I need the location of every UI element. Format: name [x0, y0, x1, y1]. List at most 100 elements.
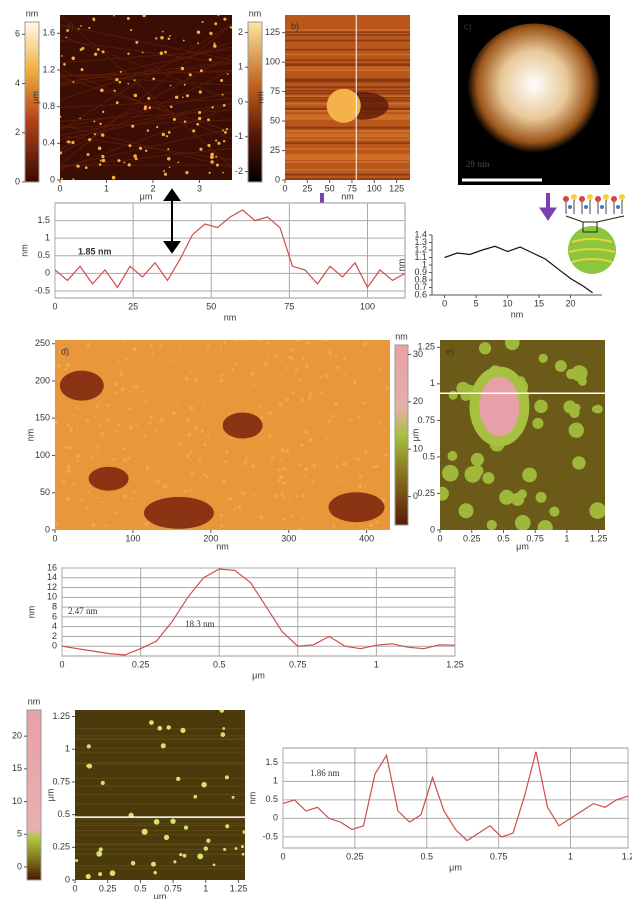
feature	[81, 499, 84, 502]
feature	[222, 172, 224, 174]
feature	[324, 338, 328, 342]
feature	[364, 450, 368, 454]
feature	[132, 386, 135, 389]
feature	[120, 407, 122, 409]
feature	[569, 423, 584, 438]
feature	[63, 63, 66, 66]
tick-label: 0.75	[164, 883, 182, 893]
feature	[148, 106, 151, 109]
feature	[349, 419, 351, 421]
tick-label: 0	[430, 524, 435, 534]
colorbar	[395, 345, 408, 525]
tick-label: 4	[15, 78, 20, 88]
feature	[261, 481, 263, 483]
tick-label: 50	[325, 183, 335, 193]
feature	[239, 515, 241, 517]
feature	[343, 357, 346, 360]
feature	[81, 68, 84, 71]
feature	[342, 462, 346, 466]
feature	[285, 449, 289, 453]
feature	[179, 345, 181, 347]
feature	[328, 348, 331, 351]
feature	[88, 138, 91, 141]
feature	[85, 419, 89, 423]
tick-label: -0.5	[34, 285, 50, 295]
feature	[300, 444, 303, 447]
feature	[304, 467, 308, 471]
feature	[87, 153, 90, 156]
feature	[163, 418, 165, 420]
tick-label: 0.5	[213, 659, 226, 669]
feature	[124, 377, 126, 379]
feature	[128, 407, 131, 410]
tick-label: 250	[35, 338, 50, 348]
feature	[55, 522, 59, 526]
feature	[251, 372, 255, 376]
feature	[76, 426, 78, 428]
domain	[60, 371, 104, 401]
feature	[539, 354, 548, 363]
plot-frame	[62, 568, 455, 656]
feature	[100, 160, 102, 162]
feature	[198, 459, 201, 462]
feature	[220, 374, 223, 377]
feature	[301, 357, 304, 360]
feature	[340, 479, 343, 482]
tick-label: 14	[47, 572, 57, 582]
feature	[198, 111, 201, 114]
feature	[87, 744, 91, 748]
colorbar-unit: nm	[249, 8, 262, 18]
feature	[253, 493, 255, 495]
feature	[201, 429, 204, 432]
feature	[321, 519, 323, 521]
feature	[283, 496, 286, 499]
feature	[128, 163, 131, 166]
feature	[153, 871, 157, 875]
feature	[254, 459, 256, 461]
tick-label: 1.25	[590, 533, 608, 543]
tick-label: 1	[374, 659, 379, 669]
feature	[123, 495, 127, 499]
feature	[221, 732, 226, 737]
tick-label: 0	[52, 301, 57, 311]
feature	[283, 467, 286, 470]
feature	[298, 463, 302, 467]
feature	[211, 106, 213, 108]
tick-label: 1.25	[417, 342, 435, 352]
feature	[101, 501, 103, 503]
feature	[302, 517, 304, 519]
feature	[224, 460, 227, 463]
tick-label: 0	[15, 176, 20, 186]
y-axis-label: nm	[396, 259, 406, 272]
feature	[114, 391, 117, 394]
feature	[217, 142, 220, 145]
feature	[189, 374, 191, 376]
feature	[119, 372, 123, 376]
feature	[133, 154, 137, 158]
tick-label: 0	[57, 183, 62, 193]
tick-label: 1.6	[42, 28, 55, 38]
feature	[162, 133, 165, 136]
feature	[291, 348, 295, 352]
feature	[154, 819, 160, 825]
tick-label: 0	[65, 874, 70, 884]
feature	[549, 507, 559, 517]
feature	[192, 129, 195, 132]
feature	[459, 503, 474, 518]
feature	[78, 28, 80, 30]
tick-label: 25	[270, 145, 280, 155]
feature	[145, 401, 147, 403]
tick-label: 1	[568, 851, 573, 861]
tick-label: 1.25	[446, 659, 464, 669]
feature	[215, 156, 217, 158]
feature	[101, 781, 105, 785]
feature	[184, 120, 186, 122]
feature	[106, 418, 109, 421]
feature	[197, 42, 199, 44]
feature	[259, 405, 262, 408]
feature	[152, 78, 155, 81]
figure: nm0246a)012300.40.81.21.6μmμmnm-2-1012b)…	[0, 0, 632, 899]
feature	[482, 472, 494, 484]
y-axis-label: nm	[25, 429, 35, 442]
tick-label: 0	[442, 298, 447, 308]
